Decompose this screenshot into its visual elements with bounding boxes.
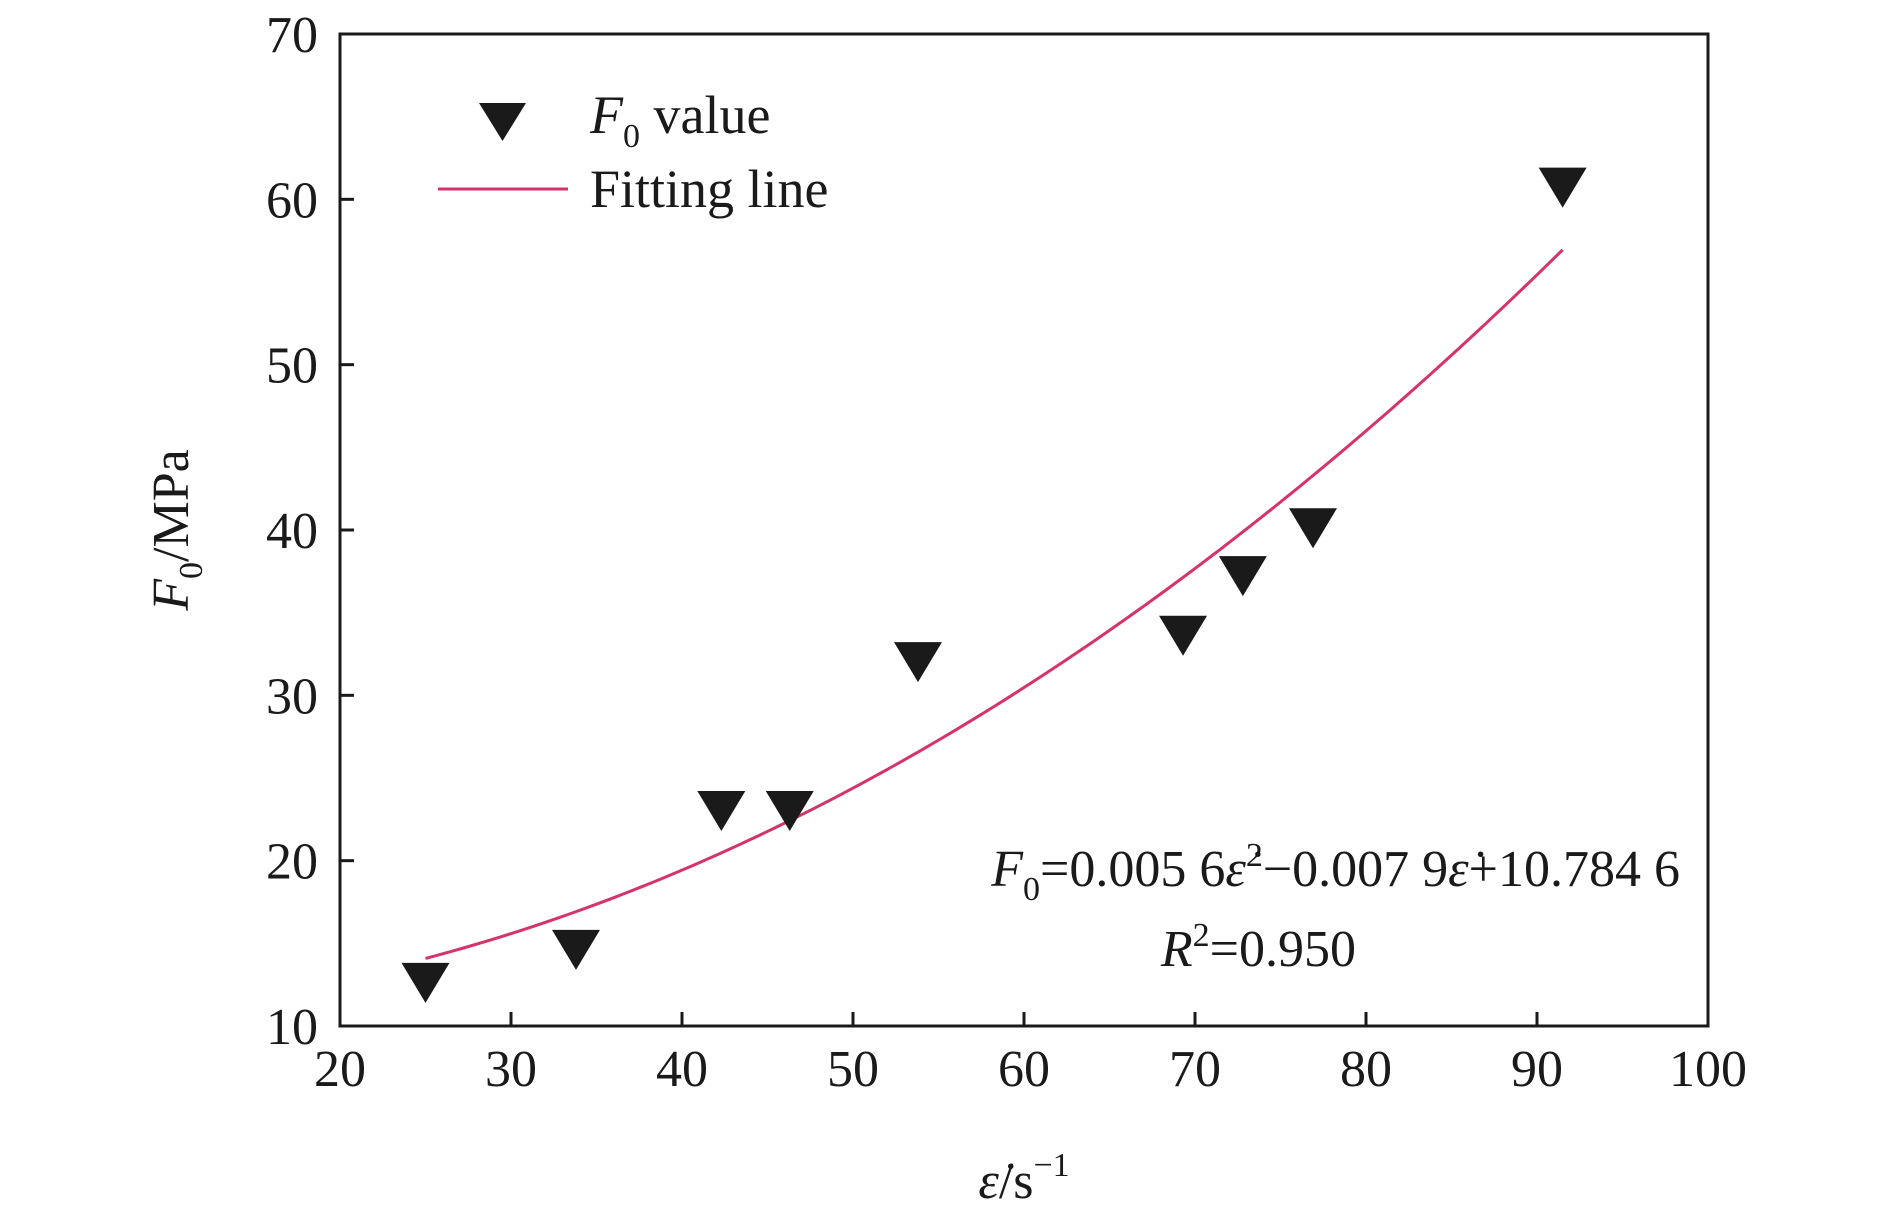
marker-layer [401,167,1587,1003]
y-tick-label: 10 [266,999,318,1056]
legend-marker-f0 [479,103,526,141]
x-tick-label: 50 [827,1041,879,1098]
y-tick-label: 50 [266,338,318,395]
x-tick-label: 30 [485,1041,537,1098]
y-tick-label: 30 [266,668,318,725]
data-point-marker [1288,508,1337,549]
x-tick-label: 60 [998,1041,1050,1098]
data-point-marker [1218,556,1267,597]
x-axis-title: ε̇/s−1 [978,1147,1069,1210]
x-tick-label: 20 [314,1041,366,1098]
legend-label-f0: F0 value [589,85,770,155]
data-point-marker [1538,167,1587,208]
fit-layer [425,248,1564,960]
data-point-marker [401,962,450,1003]
data-point-marker [1159,615,1208,656]
x-tick-label: 90 [1511,1041,1563,1098]
y-tick-label: 70 [266,7,318,64]
y-tick-label: 60 [266,172,318,229]
y-axis-title: F0/MPa [143,449,210,611]
r-squared: R2=0.950 [1160,917,1356,978]
x-tick-label: 80 [1340,1041,1392,1098]
legend-label-fit: Fitting line [590,159,829,219]
fit-line [425,248,1564,960]
data-point-marker [765,790,814,831]
y-tick-label: 40 [266,503,318,560]
legend: F0 value Fitting line [438,85,829,219]
x-tick-label: 70 [1169,1041,1221,1098]
x-tick-label: 40 [656,1041,708,1098]
data-point-marker [697,790,746,831]
y-tick-label: 20 [266,834,318,891]
fit-equation: F0=0.005 6ε̇2−0.007 9ε̇+10.784 6 [990,837,1680,908]
data-point-marker [893,642,942,683]
x-tick-label: 100 [1669,1041,1747,1098]
data-point-marker [551,929,600,970]
